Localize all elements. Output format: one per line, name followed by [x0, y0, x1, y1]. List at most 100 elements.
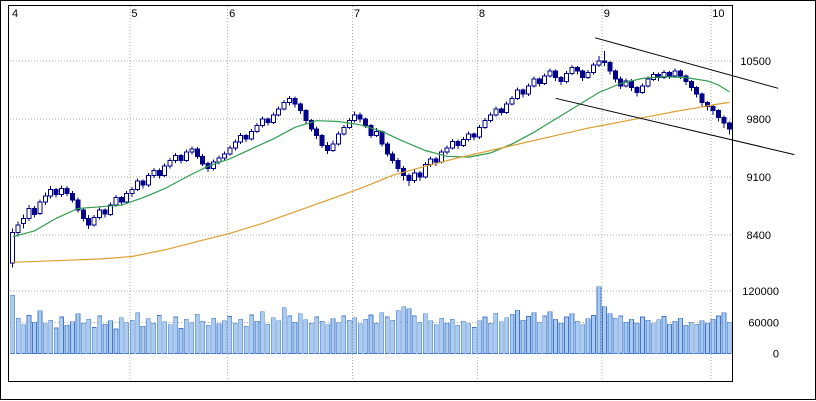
volume-bar [189, 322, 195, 354]
candle-body [97, 209, 103, 219]
candle-body [232, 141, 238, 149]
volume-bar [395, 310, 401, 354]
volume-bar [645, 319, 651, 354]
candle-body [433, 158, 439, 163]
candle-body [102, 209, 108, 215]
volume-bar [21, 324, 26, 354]
candle-body [482, 120, 488, 128]
volume-bar [526, 316, 531, 354]
candle-body [59, 188, 65, 195]
volume-bar [656, 319, 662, 354]
candle-body [694, 87, 700, 95]
candle-body [395, 159, 401, 170]
candle-body [113, 197, 119, 206]
volume-bar [156, 315, 162, 354]
candle-body [308, 120, 314, 130]
volume-bar [363, 318, 368, 354]
volume-bar [330, 318, 336, 354]
volume-bar [710, 318, 716, 354]
candle-body [493, 108, 499, 116]
month-label: 7 [354, 8, 360, 20]
volume-bar [336, 322, 341, 354]
volume-bar [574, 320, 580, 354]
candle-body [173, 155, 179, 161]
candle-body [661, 72, 667, 79]
volume-bar [699, 320, 705, 354]
volume-bar [650, 323, 656, 354]
candle-body [53, 188, 59, 195]
candle-body [547, 70, 553, 77]
candle-body [75, 199, 81, 211]
volume-bar [53, 327, 59, 354]
volume-bar [422, 313, 428, 354]
candle-body [330, 143, 336, 151]
volume-bar [553, 318, 558, 354]
candle-body [688, 81, 694, 88]
volume-bar [672, 320, 678, 354]
volume-bar [222, 320, 227, 354]
volume-bar [547, 311, 553, 354]
volume-bar [216, 323, 222, 354]
volume-bar [281, 307, 287, 354]
candle-body [710, 106, 716, 112]
candle-body [683, 75, 689, 83]
candle-body [379, 130, 385, 145]
ma-short-line [12, 76, 730, 238]
candle-body [216, 157, 222, 163]
volume-bar [629, 318, 634, 354]
volume-bar [542, 315, 548, 354]
candle-body [200, 155, 206, 165]
candle-body [10, 232, 16, 264]
candle-body [721, 116, 727, 124]
candle-body [553, 70, 559, 79]
volume-bar [412, 315, 417, 354]
trend-line [595, 37, 779, 89]
candle-body [650, 73, 656, 80]
candle-body [129, 188, 135, 194]
volume-bar [113, 328, 119, 354]
candle-body [151, 169, 157, 176]
candle-body [276, 108, 282, 116]
volume-bar [390, 319, 396, 354]
candle-body [254, 125, 260, 132]
candle-body [341, 126, 347, 135]
volume-bar [64, 325, 70, 354]
volume-bar [319, 320, 325, 354]
candle-body [639, 85, 645, 94]
volume-bar [618, 315, 624, 354]
month-label: 4 [12, 8, 18, 20]
volume-bar [444, 322, 450, 354]
volume-bar [634, 322, 640, 354]
volume-bar [260, 311, 265, 354]
volume-bar [504, 317, 510, 354]
volume-bar [368, 314, 374, 354]
volume-bar [450, 318, 455, 354]
volume-bar [455, 325, 461, 354]
volume-bar [640, 316, 645, 354]
month-label: 8 [479, 8, 485, 20]
candle-body [520, 89, 526, 95]
volume-bar [602, 306, 607, 354]
volume-bar [509, 314, 515, 354]
volume-bar [292, 321, 298, 354]
candle-body [498, 108, 504, 113]
volume-bar [667, 323, 672, 354]
volume-axis-label: 120000 [742, 286, 779, 298]
candle-body [162, 165, 168, 176]
volume-bar [243, 326, 249, 354]
volume-bar [325, 324, 330, 354]
volume-bar [70, 321, 75, 354]
volume-bar [406, 308, 412, 354]
volume-bar [227, 316, 233, 354]
candle-body [265, 118, 271, 123]
candle-body [167, 159, 173, 167]
candle-body [194, 148, 200, 157]
candle-body [699, 93, 705, 103]
volume-bar [162, 321, 168, 354]
volume-bar [200, 320, 206, 354]
candle-body [270, 114, 276, 123]
volume-bar [249, 314, 254, 354]
volume-bar [531, 312, 537, 354]
candle-body [406, 174, 412, 181]
